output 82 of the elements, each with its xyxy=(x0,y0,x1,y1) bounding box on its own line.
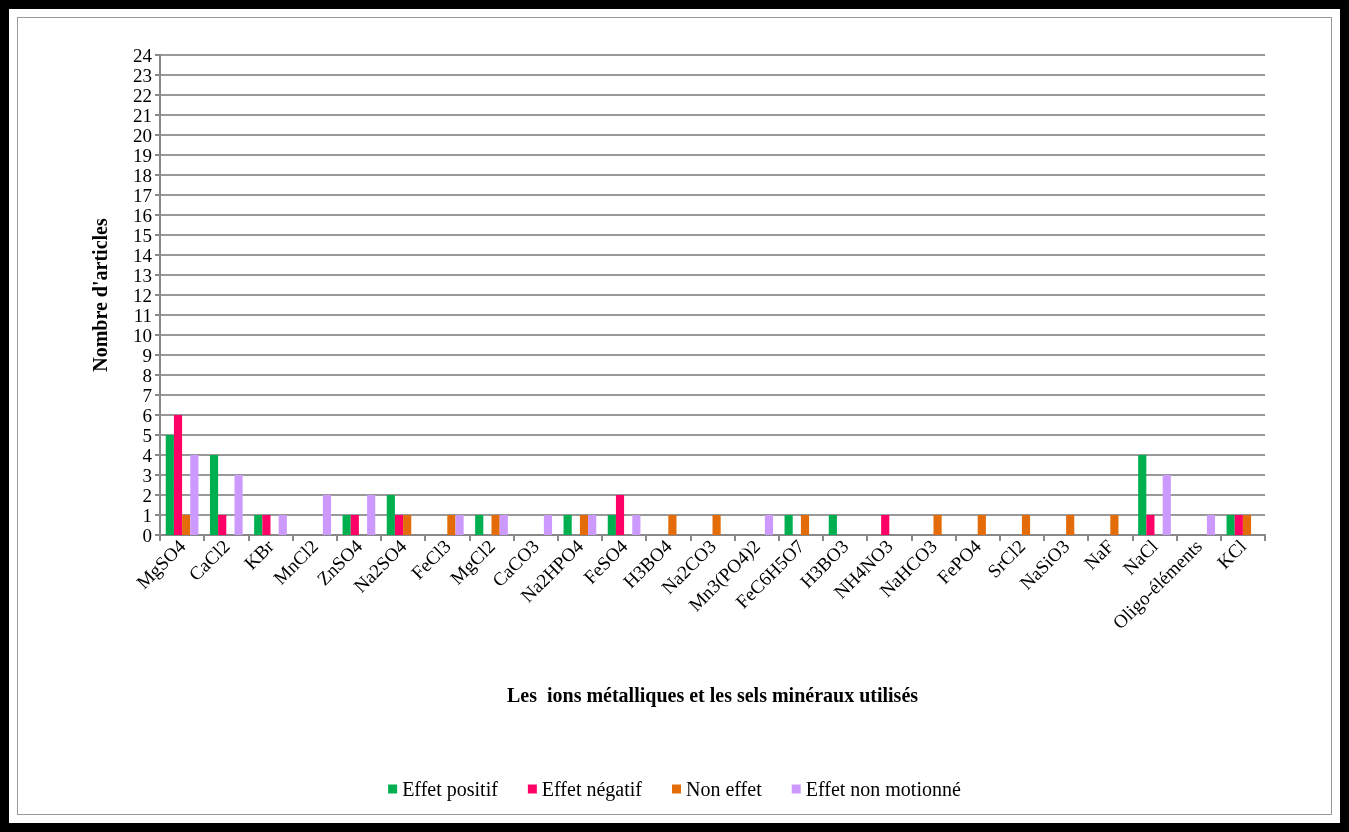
bar xyxy=(386,495,395,535)
bar xyxy=(218,515,227,535)
bar xyxy=(190,455,199,535)
y-tick-label: 19 xyxy=(133,144,152,166)
bar xyxy=(350,515,359,535)
y-tick-label: 18 xyxy=(133,164,152,186)
y-tick-label: 22 xyxy=(133,84,152,106)
bar xyxy=(615,495,625,535)
bar xyxy=(1021,515,1031,535)
bar xyxy=(977,515,986,535)
bar xyxy=(800,515,810,535)
y-tick-label: 17 xyxy=(133,184,152,206)
bar xyxy=(588,515,597,535)
legend-label: Non effet xyxy=(686,778,763,800)
bar xyxy=(1162,475,1171,535)
bar xyxy=(1146,515,1155,535)
bar xyxy=(1138,455,1147,535)
y-tick-label: 16 xyxy=(133,204,152,226)
bar xyxy=(173,415,183,535)
bar xyxy=(165,435,174,535)
bar xyxy=(712,515,721,535)
x-tick-label: KBr xyxy=(239,535,279,574)
y-tick-label: 21 xyxy=(133,104,152,126)
y-tick-label: 14 xyxy=(133,244,153,266)
bar xyxy=(1242,515,1252,535)
bar xyxy=(764,515,774,535)
y-axis-title: Nombre d'articles xyxy=(89,218,111,372)
y-tick-label: 11 xyxy=(133,304,152,326)
bar xyxy=(234,475,243,535)
y-tick-label: 24 xyxy=(133,44,153,66)
bar xyxy=(1110,515,1119,535)
y-tick-label: 1 xyxy=(142,504,152,526)
legend-label: Effet positif xyxy=(402,778,499,801)
y-tick-label: 20 xyxy=(133,124,152,146)
y-tick-label: 0 xyxy=(142,524,152,546)
bar xyxy=(1226,515,1235,535)
bar xyxy=(668,515,677,535)
legend-label: Effet négatif xyxy=(541,778,643,801)
bar xyxy=(254,515,263,535)
y-tick-label: 13 xyxy=(133,264,152,286)
bar xyxy=(933,515,942,535)
legend-label: Effet non motionné xyxy=(805,778,961,800)
y-tick-label: 5 xyxy=(142,424,152,446)
y-tick-label: 4 xyxy=(142,444,153,466)
bar xyxy=(632,515,641,535)
y-tick-label: 15 xyxy=(133,224,152,246)
bar xyxy=(322,495,332,535)
x-axis-title: Les ions métalliques et les sels minéraux utilisés xyxy=(506,684,919,707)
bar xyxy=(881,515,890,535)
bar xyxy=(455,515,464,535)
y-tick-label: 2 xyxy=(142,484,152,506)
bar xyxy=(447,515,456,535)
y-tick-label: 12 xyxy=(133,284,152,306)
x-tick-label: KCl xyxy=(1213,535,1251,573)
y-tick-label: 23 xyxy=(133,64,152,86)
y-tick-label: 9 xyxy=(142,344,152,366)
bar xyxy=(784,515,793,535)
x-tick-label: NaF xyxy=(1079,535,1118,574)
bar xyxy=(607,515,616,535)
y-tick-label: 8 xyxy=(142,364,152,386)
bar xyxy=(1066,515,1075,535)
bar xyxy=(475,515,484,535)
bar xyxy=(1234,515,1243,535)
bar xyxy=(182,515,191,535)
y-tick-label: 10 xyxy=(133,324,152,346)
bar xyxy=(262,515,271,535)
bar xyxy=(209,455,219,535)
bar xyxy=(403,515,412,535)
bar xyxy=(394,515,404,535)
bar xyxy=(342,515,351,535)
bar xyxy=(543,515,553,535)
bar xyxy=(278,515,287,535)
y-tick-label: 6 xyxy=(142,404,152,426)
bar xyxy=(563,515,572,535)
bar xyxy=(491,515,500,535)
y-tick-label: 3 xyxy=(142,464,152,486)
bar xyxy=(499,515,508,535)
bar xyxy=(1206,515,1216,535)
bar xyxy=(367,495,376,535)
bar xyxy=(579,515,589,535)
bar xyxy=(828,515,837,535)
y-tick-label: 7 xyxy=(142,384,152,406)
